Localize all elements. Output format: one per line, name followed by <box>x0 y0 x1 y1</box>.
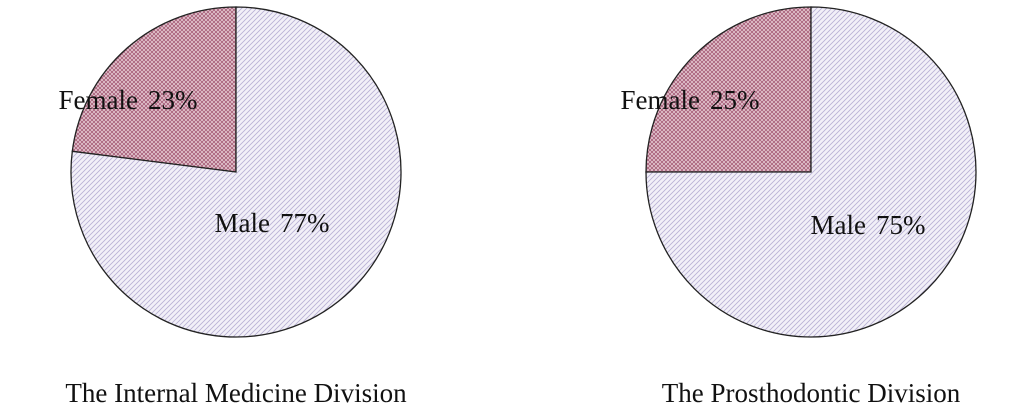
pie <box>70 6 402 338</box>
slice-label: Male 77% <box>215 208 330 238</box>
slice-category: Male <box>215 208 270 238</box>
slice-category: Female <box>59 85 138 115</box>
pie-slice <box>645 6 812 173</box>
slice-label: Male 75% <box>811 210 926 240</box>
pie-slice <box>71 6 237 173</box>
chart-title: The Prosthodontic Division <box>662 378 961 408</box>
slice-value-label: 23% <box>148 85 198 115</box>
pie-slice <box>645 6 977 338</box>
chart-title: The Internal Medicine Division <box>65 378 407 408</box>
pie-slice <box>70 6 402 338</box>
slice-label: Female 23% <box>59 85 198 115</box>
slice-value-label: 75% <box>876 210 926 240</box>
slice-value-label: 77% <box>280 208 330 238</box>
slice-category: Female <box>621 85 700 115</box>
pie <box>645 6 977 338</box>
slice-value-label: 25% <box>710 85 760 115</box>
slice-category: Male <box>811 210 866 240</box>
slice-label: Female 25% <box>621 85 760 115</box>
